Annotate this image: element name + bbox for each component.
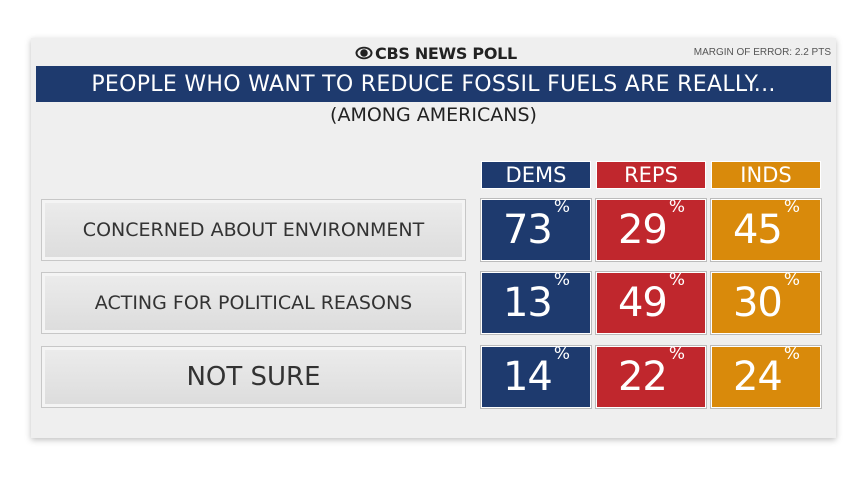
row-label: NOT SURE <box>41 346 466 408</box>
row-label: ACTING FOR POLITICAL REASONS <box>41 272 466 334</box>
percent-sign: % <box>783 344 800 364</box>
value-cell-reps: 49% <box>595 270 707 335</box>
value-number: 14 <box>502 354 553 400</box>
value-number: 45 <box>732 207 783 253</box>
percent-sign: % <box>668 197 685 217</box>
value-cell-dems: 14% <box>480 344 592 409</box>
value-number: 73 <box>502 207 553 253</box>
value-number: 22 <box>617 354 668 400</box>
column-header-dems: DEMS <box>481 161 591 189</box>
value-number: 13 <box>502 280 553 326</box>
brand-logo: CBS NEWS POLL <box>355 42 517 64</box>
cbs-eye-icon <box>355 46 373 60</box>
percent-sign: % <box>668 344 685 364</box>
value-cell-reps: 22% <box>595 344 707 409</box>
chart-subtitle: (AMONG AMERICANS) <box>330 104 537 126</box>
value-cell-reps: 29% <box>595 197 707 262</box>
brand-name: CBS NEWS POLL <box>375 43 517 63</box>
value-cell-inds: 24% <box>710 344 822 409</box>
value-cell-dems: 13% <box>480 270 592 335</box>
value-number: 29 <box>617 207 668 253</box>
percent-sign: % <box>553 270 570 290</box>
percent-sign: % <box>783 197 800 217</box>
value-cell-inds: 30% <box>710 270 822 335</box>
percent-sign: % <box>783 270 800 290</box>
column-header-inds: INDS <box>711 161 821 189</box>
percent-sign: % <box>553 197 570 217</box>
value-number: 24 <box>732 354 783 400</box>
row-label: CONCERNED ABOUT ENVIRONMENT <box>41 199 466 261</box>
value-number: 30 <box>732 280 783 326</box>
chart-title: PEOPLE WHO WANT TO REDUCE FOSSIL FUELS A… <box>36 66 831 102</box>
column-header-reps: REPS <box>596 161 706 189</box>
value-cell-inds: 45% <box>710 197 822 262</box>
value-cell-dems: 73% <box>480 197 592 262</box>
percent-sign: % <box>668 270 685 290</box>
margin-of-error: MARGIN OF ERROR: 2.2 PTS <box>693 47 831 58</box>
percent-sign: % <box>553 344 570 364</box>
value-number: 49 <box>617 280 668 326</box>
